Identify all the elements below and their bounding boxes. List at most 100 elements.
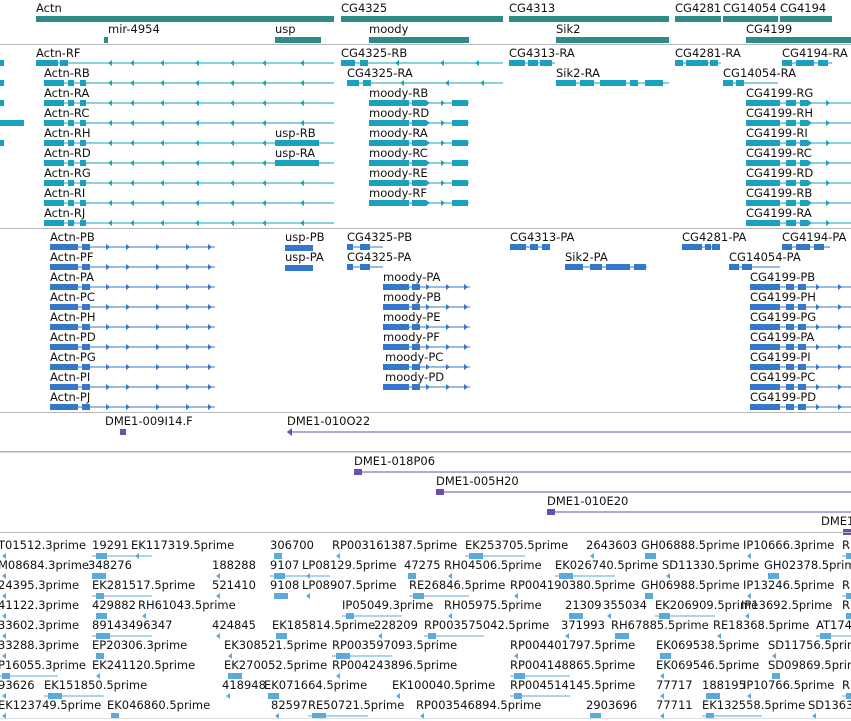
transcript-label[interactable]: Actn-RA — [44, 86, 90, 100]
transcript-glyph[interactable] — [786, 120, 796, 126]
protein-glyph[interactable] — [446, 344, 450, 350]
transcript-glyph[interactable] — [195, 100, 199, 106]
est-label[interactable]: IP13246.5prime — [743, 578, 835, 592]
protein-glyph[interactable] — [786, 304, 794, 310]
est-glyph[interactable] — [306, 593, 310, 599]
transcript-glyph[interactable] — [160, 220, 164, 226]
transcript-glyph[interactable] — [130, 100, 134, 106]
protein-glyph[interactable] — [82, 264, 90, 270]
protein-label[interactable]: CG4313-PA — [510, 230, 575, 244]
protein-glyph[interactable] — [816, 324, 820, 330]
protein-glyph[interactable] — [82, 344, 90, 350]
est-label[interactable]: 33602.3prime — [0, 618, 80, 632]
transcript-glyph[interactable] — [36, 60, 58, 66]
transcript-glyph[interactable] — [475, 60, 479, 66]
est-label[interactable]: R — [842, 678, 850, 692]
est-label[interactable]: 82597 — [271, 698, 308, 712]
protein-glyph[interactable] — [816, 344, 820, 350]
est-glyph[interactable] — [96, 613, 107, 619]
protein-glyph[interactable] — [285, 245, 313, 251]
transcript-glyph[interactable] — [262, 100, 266, 106]
protein-glyph[interactable] — [383, 324, 409, 330]
transcript-glyph[interactable] — [195, 120, 199, 126]
protein-glyph[interactable] — [208, 404, 212, 410]
est-label[interactable]: EK253705.5prime — [465, 538, 569, 552]
transcript-glyph[interactable] — [808, 220, 812, 226]
transcript-glyph[interactable] — [686, 60, 708, 66]
est-glyph[interactable] — [408, 573, 416, 579]
est-glyph[interactable] — [659, 613, 670, 619]
transcript-glyph[interactable] — [80, 220, 86, 226]
protein-glyph[interactable] — [383, 364, 409, 370]
est-label[interactable]: EK241120.5prime — [92, 658, 196, 672]
protein-glyph[interactable] — [126, 264, 130, 270]
protein-glyph[interactable] — [156, 324, 160, 330]
protein-glyph[interactable] — [426, 304, 430, 310]
est-glyph[interactable] — [660, 653, 671, 659]
transcript-glyph[interactable] — [130, 140, 134, 146]
transcript-glyph[interactable] — [796, 60, 814, 66]
est-glyph[interactable] — [846, 693, 851, 699]
protein-glyph[interactable] — [796, 244, 810, 250]
protein-glyph[interactable] — [156, 384, 160, 390]
protein-label[interactable]: Sik2-PA — [565, 250, 608, 264]
protein-glyph[interactable] — [126, 404, 130, 410]
est-label[interactable]: EK117319.5prime — [131, 538, 235, 552]
est-glyph[interactable] — [275, 713, 279, 719]
gene-label-cg4325[interactable]: CG4325 — [341, 1, 388, 15]
est-label[interactable]: 77711 — [656, 698, 693, 712]
est-glyph[interactable] — [660, 713, 664, 719]
protein-glyph[interactable] — [82, 404, 90, 410]
transcript-glyph[interactable] — [230, 140, 234, 146]
est-glyph[interactable] — [514, 593, 518, 599]
protein-glyph[interactable] — [82, 324, 90, 330]
transcript-glyph[interactable] — [195, 220, 199, 226]
transcript-glyph[interactable] — [275, 160, 319, 166]
est-label[interactable]: R — [842, 578, 850, 592]
est-glyph[interactable] — [846, 613, 851, 619]
transcript-label[interactable]: usp-RA — [275, 146, 316, 160]
est-label[interactable]: EK026740.5prime — [555, 558, 659, 572]
protein-glyph[interactable] — [750, 384, 780, 390]
protein-glyph[interactable] — [50, 284, 78, 290]
est-label[interactable]: GH06888.5prime — [641, 538, 740, 552]
protein-glyph[interactable] — [82, 244, 90, 250]
est-label[interactable]: 228209 — [374, 618, 418, 632]
gene-label-mir-4954[interactable]: mir-4954 — [108, 22, 160, 36]
transcript-glyph[interactable] — [68, 200, 74, 206]
transcript-glyph[interactable] — [0, 60, 4, 66]
transcript-glyph[interactable] — [480, 80, 484, 86]
protein-glyph[interactable] — [50, 264, 78, 270]
est-label[interactable]: 33288.3prime — [0, 638, 80, 652]
transcript-glyph[interactable] — [130, 220, 134, 226]
transcript-glyph[interactable] — [230, 180, 234, 186]
transcript-label[interactable]: CG4281-RA — [675, 46, 741, 60]
est-label[interactable]: RP003161387.5prime — [332, 538, 458, 552]
transcript-label[interactable]: CG4199-RD — [746, 166, 814, 180]
est-label[interactable]: EK071664.5prime — [264, 678, 368, 692]
gene-label-cg14054[interactable]: CG14054 — [723, 1, 777, 15]
protein-label[interactable]: moody-PB — [383, 290, 442, 304]
est-glyph[interactable] — [772, 653, 776, 659]
est-label[interactable]: GH02378.5prime — [764, 558, 851, 572]
protein-glyph[interactable] — [464, 284, 468, 290]
transcript-glyph[interactable] — [160, 160, 164, 166]
est-label[interactable]: 306700 — [270, 538, 314, 552]
est-glyph[interactable] — [111, 713, 119, 719]
transcript-glyph[interactable] — [44, 220, 64, 226]
est-label[interactable]: 424845 — [212, 618, 256, 632]
est-label[interactable]: 24395.3prime — [0, 578, 80, 592]
transcript-glyph[interactable] — [360, 60, 368, 66]
transcript-glyph[interactable] — [800, 100, 808, 106]
protein-label[interactable]: CG4199-PB — [750, 270, 816, 284]
protein-glyph[interactable] — [208, 364, 212, 370]
transcript-glyph[interactable] — [452, 180, 468, 186]
transcript-glyph[interactable] — [445, 80, 449, 86]
transcript-glyph[interactable] — [826, 160, 830, 166]
est-glyph[interactable] — [569, 613, 583, 619]
est-glyph[interactable] — [216, 633, 220, 639]
est-label[interactable]: EK308521.5prime — [224, 638, 328, 652]
est-glyph[interactable] — [565, 633, 569, 639]
transcript-label[interactable]: CG4199-RC — [746, 146, 812, 160]
est-label[interactable]: RE26846.5prime — [409, 578, 506, 592]
